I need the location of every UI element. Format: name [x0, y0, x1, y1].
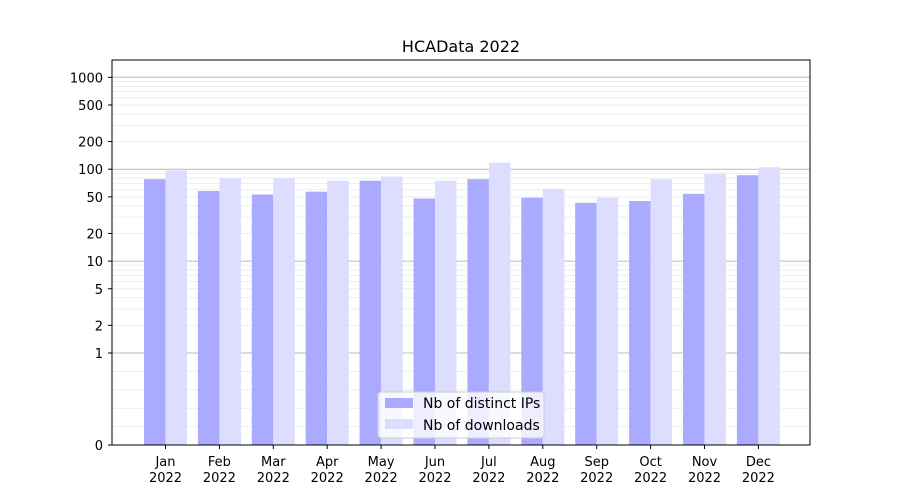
bars: [144, 162, 780, 446]
bar-downloads: [488, 162, 511, 445]
x-tick-label-year: 2022: [418, 471, 451, 486]
legend-swatch-downloads: [385, 419, 413, 429]
y-tick-label: 500: [78, 99, 103, 114]
x-tick-label-year: 2022: [311, 471, 344, 486]
x-axis-ticks: Jan2022Feb2022Mar2022Apr2022May2022Jun20…: [149, 445, 775, 486]
bar-downloads: [596, 197, 619, 445]
x-tick-label-month: Jan: [154, 455, 175, 470]
y-tick-label: 1000: [70, 71, 103, 86]
x-tick-label-month: Mar: [261, 455, 286, 470]
bar-distinct-ips: [575, 202, 597, 445]
x-tick-label-month: Feb: [208, 455, 231, 470]
bar-downloads: [165, 170, 187, 445]
y-tick-label: 200: [78, 136, 103, 151]
bar-distinct-ips: [197, 190, 220, 445]
y-tick-label: 1: [95, 347, 103, 362]
bar-distinct-ips: [305, 191, 328, 445]
bar-distinct-ips: [413, 198, 435, 445]
legend-box: [377, 391, 545, 439]
x-tick-label-month: May: [368, 455, 395, 470]
bar-downloads: [542, 188, 565, 445]
bar-distinct-ips: [467, 179, 489, 445]
y-tick-label: 50: [86, 191, 103, 206]
bar-downloads: [219, 178, 241, 446]
x-tick-label-month: Oct: [639, 455, 661, 470]
y-tick-label: 2: [95, 319, 103, 334]
bar-downloads: [650, 179, 673, 445]
legend-swatch-ips: [385, 398, 413, 408]
y-tick-label: 20: [86, 227, 103, 242]
x-tick-label-year: 2022: [472, 471, 505, 486]
bar-distinct-ips: [251, 194, 274, 445]
x-tick-label-month: Aug: [530, 455, 555, 470]
x-tick-label-year: 2022: [580, 471, 613, 486]
x-tick-label-year: 2022: [203, 471, 236, 486]
x-tick-label-year: 2022: [526, 471, 559, 486]
bar-downloads: [381, 176, 403, 445]
bar-distinct-ips: [521, 197, 543, 445]
y-axis-ticks: 0 1 2 5 10 20 50 100 200 500 1000: [70, 71, 112, 454]
bar-downloads: [435, 180, 457, 445]
x-tick-label-month: Jul: [480, 455, 497, 470]
x-tick-label-month: Sep: [584, 455, 609, 470]
x-tick-label-year: 2022: [257, 471, 290, 486]
bar-downloads: [327, 180, 349, 445]
x-tick-label-year: 2022: [742, 471, 775, 486]
legend-label-downloads: Nb of downloads: [423, 418, 540, 434]
chart-title: HCAData 2022: [402, 37, 520, 56]
x-tick-label-year: 2022: [149, 471, 182, 486]
y-tick-label: 0: [95, 439, 103, 454]
bar-downloads: [704, 173, 726, 445]
x-tick-label-year: 2022: [634, 471, 667, 486]
plot-frame: [111, 59, 811, 446]
x-tick-label-month: Apr: [316, 455, 339, 470]
bar-downloads: [758, 167, 780, 446]
y-tick-label: 100: [78, 163, 103, 178]
x-tick-label-year: 2022: [688, 471, 721, 486]
legend-label-ips: Nb of distinct IPs: [423, 396, 540, 412]
x-tick-label-month: Jun: [424, 455, 445, 470]
x-tick-label-year: 2022: [365, 471, 398, 486]
bar-distinct-ips: [144, 179, 166, 445]
bar-distinct-ips: [359, 180, 382, 445]
x-tick-label-month: Nov: [692, 455, 718, 470]
x-tick-label-month: Dec: [746, 455, 771, 470]
legend: Nb of distinct IPs Nb of downloads: [377, 391, 545, 439]
bar-distinct-ips: [629, 201, 651, 445]
y-tick-label: 5: [95, 283, 103, 298]
bar-distinct-ips: [736, 175, 759, 445]
bar-distinct-ips: [683, 193, 705, 445]
y-tick-label: 10: [86, 255, 103, 270]
bar-downloads: [273, 178, 295, 446]
